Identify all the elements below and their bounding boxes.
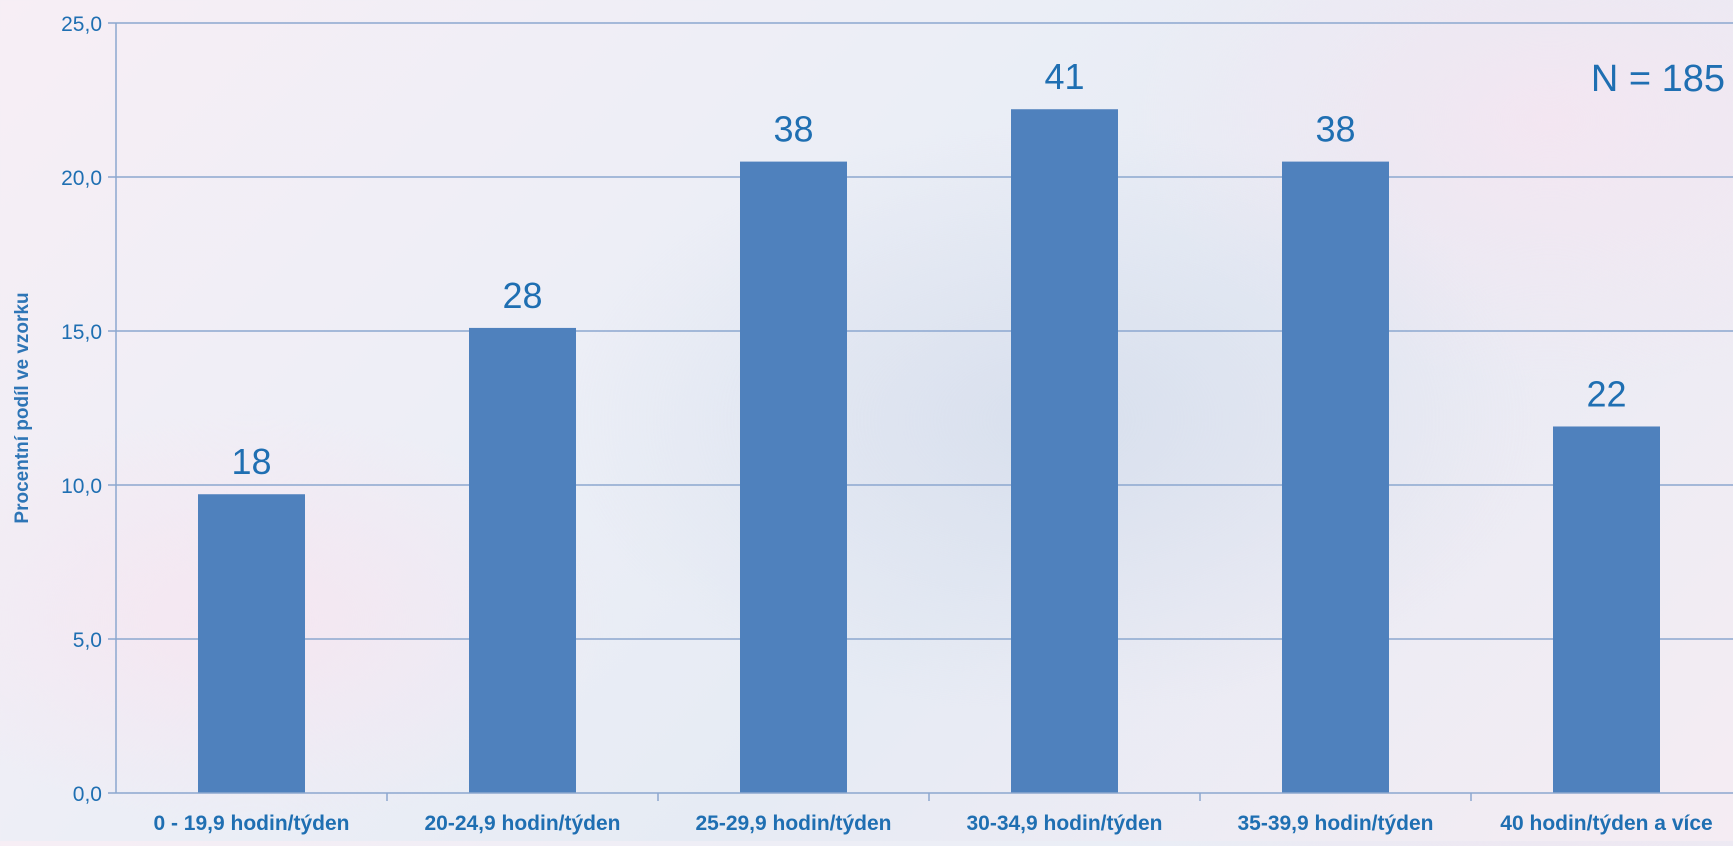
x-tick-label: 30-34,9 hodin/týden xyxy=(966,812,1162,835)
data-label: 38 xyxy=(1315,109,1355,150)
y-tick-label: 5,0 xyxy=(73,629,102,652)
sample-size-annotation: N = 185 xyxy=(1591,58,1725,100)
x-tick-label: 35-39,9 hodin/týden xyxy=(1237,812,1433,835)
y-tick-label: 10,0 xyxy=(61,475,102,498)
x-tick-label: 0 - 19,9 hodin/týden xyxy=(153,812,349,835)
y-tick-label: 0,0 xyxy=(73,783,102,806)
bar xyxy=(198,494,305,793)
data-label: 38 xyxy=(773,109,813,150)
bar xyxy=(1282,161,1389,794)
x-tick-label: 20-24,9 hodin/týden xyxy=(424,812,620,835)
bar xyxy=(740,161,847,794)
bars xyxy=(198,109,1660,794)
axes: 0,0 5,0 10,0 15,0 20,0 25,0 0 - 19,9 hodin/týd… xyxy=(61,13,1733,835)
y-tick-label: 15,0 xyxy=(61,321,102,344)
x-tick-label: 40 hodin/týden a více xyxy=(1500,812,1712,835)
gridlines xyxy=(116,22,1733,640)
x-tick-label: 25-29,9 hodin/týden xyxy=(695,812,891,835)
bar xyxy=(1011,109,1118,794)
y-axis-title: Procentní podíl ve vzorku xyxy=(12,292,33,523)
y-tick-label: 25,0 xyxy=(61,13,102,36)
bar xyxy=(469,327,576,793)
bar xyxy=(1553,426,1660,793)
data-label: 41 xyxy=(1044,56,1084,97)
data-label: 22 xyxy=(1586,373,1626,414)
data-label: 28 xyxy=(502,275,542,316)
data-label: 18 xyxy=(231,441,271,482)
data-labels: 18 28 38 41 38 22 xyxy=(231,56,1626,482)
y-tick-label: 20,0 xyxy=(61,167,102,190)
